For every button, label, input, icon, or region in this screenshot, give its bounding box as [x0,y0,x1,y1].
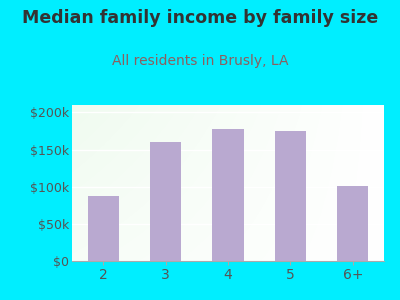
Bar [275,131,306,261]
Bar [88,196,119,261]
Bar [337,186,368,261]
Bar [212,129,244,261]
Text: Median family income by family size: Median family income by family size [22,9,378,27]
Bar [150,142,181,261]
Text: All residents in Brusly, LA: All residents in Brusly, LA [112,54,288,68]
